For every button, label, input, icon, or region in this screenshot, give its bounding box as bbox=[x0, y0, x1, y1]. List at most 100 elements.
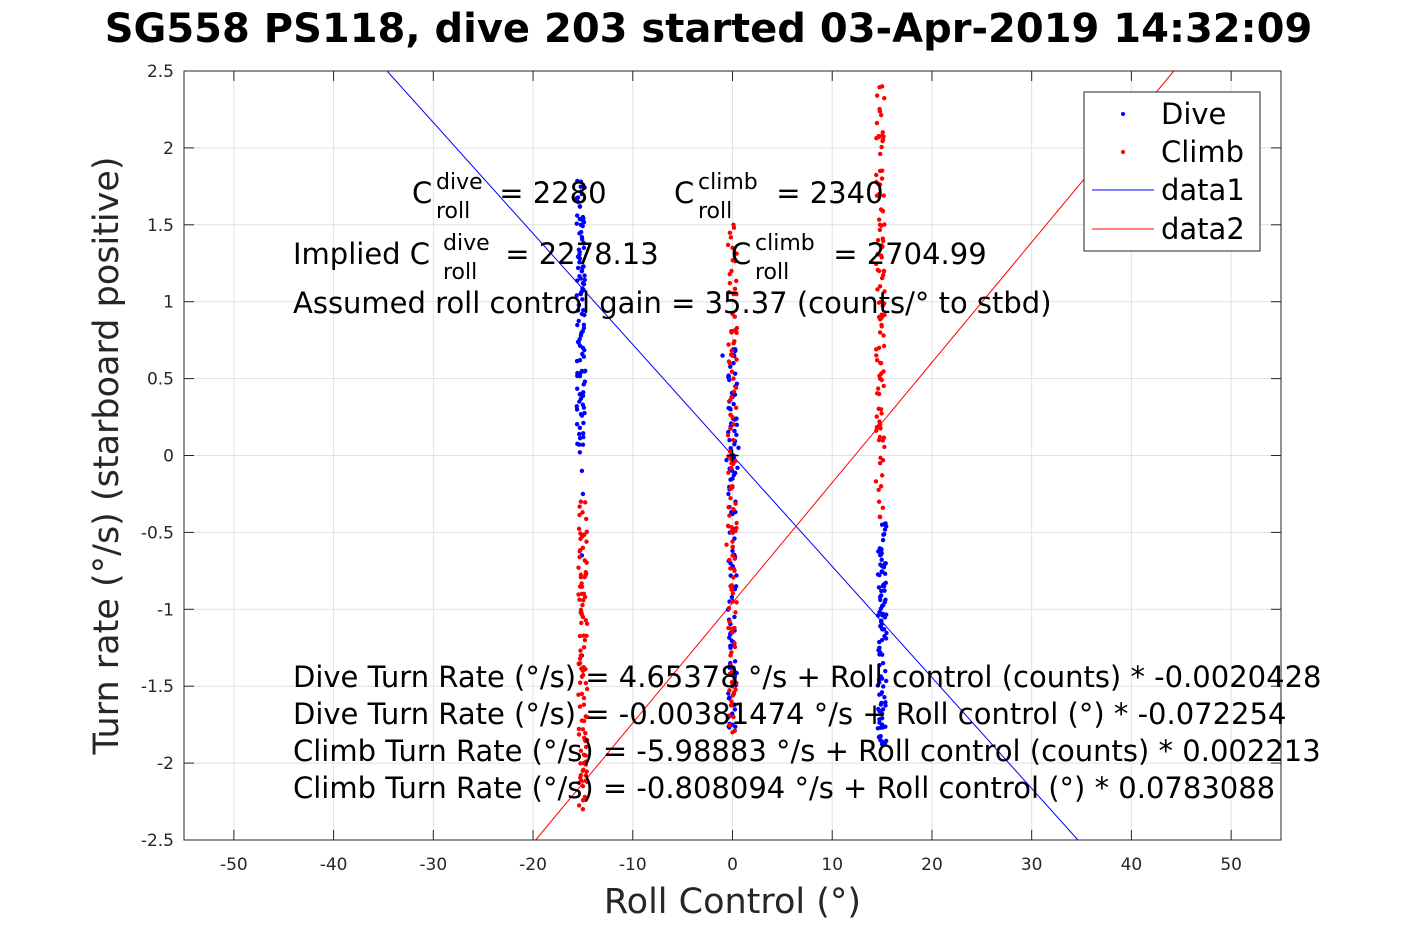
point-climb bbox=[880, 208, 886, 214]
point-dive bbox=[581, 240, 586, 246]
point-dive bbox=[882, 531, 887, 537]
point-climb bbox=[582, 637, 588, 643]
point-climb bbox=[732, 644, 738, 650]
point-climb bbox=[727, 280, 733, 286]
point-dive bbox=[575, 195, 581, 200]
point-climb bbox=[733, 278, 739, 284]
point-dive bbox=[877, 646, 882, 651]
point-climb bbox=[728, 566, 733, 571]
y-tick-label: 0 bbox=[163, 447, 174, 467]
point-climb bbox=[874, 172, 879, 178]
point-climb bbox=[875, 267, 881, 273]
point-dive bbox=[876, 549, 881, 554]
point-dive bbox=[576, 340, 581, 345]
point-climb bbox=[733, 385, 739, 390]
point-climb bbox=[879, 411, 884, 416]
point-dive bbox=[580, 351, 585, 357]
point-dive bbox=[580, 491, 586, 497]
point-climb bbox=[576, 526, 582, 531]
point-climb bbox=[578, 775, 583, 780]
point-dive bbox=[574, 221, 579, 226]
point-dive bbox=[577, 431, 582, 437]
point-climb bbox=[732, 258, 738, 264]
point-dive bbox=[726, 374, 732, 379]
point-dive bbox=[720, 353, 725, 358]
point-climb bbox=[874, 428, 879, 433]
point-climb bbox=[578, 499, 584, 504]
x-tick-label: 10 bbox=[821, 855, 843, 875]
point-climb bbox=[580, 807, 586, 812]
point-climb bbox=[873, 347, 879, 352]
point-climb bbox=[725, 432, 731, 438]
point-climb bbox=[728, 235, 734, 240]
legend-label-data2: data2 bbox=[1161, 212, 1245, 246]
point-dive bbox=[575, 373, 580, 379]
point-dive bbox=[580, 431, 586, 436]
point-climb bbox=[727, 688, 732, 693]
point-climb bbox=[576, 732, 582, 737]
point-dive bbox=[576, 247, 582, 252]
point-climb bbox=[576, 692, 581, 697]
point-climb bbox=[579, 691, 585, 697]
point-climb bbox=[880, 137, 886, 142]
point-climb bbox=[733, 610, 738, 615]
point-dive bbox=[726, 429, 731, 435]
point-dive bbox=[877, 717, 882, 722]
point-dive bbox=[879, 557, 884, 563]
point-climb bbox=[729, 679, 735, 685]
point-climb bbox=[732, 556, 738, 561]
point-dive bbox=[882, 599, 887, 605]
point-dive bbox=[734, 381, 740, 386]
point-climb bbox=[730, 599, 735, 604]
point-climb bbox=[581, 718, 587, 724]
point-climb bbox=[726, 713, 732, 719]
point-climb bbox=[734, 291, 739, 297]
annotation-eq-climb-counts: Climb Turn Rate (°/s) = -5.98883 °/s + R… bbox=[293, 734, 1321, 768]
point-climb bbox=[576, 565, 581, 570]
point-dive bbox=[878, 593, 884, 598]
point-dive bbox=[882, 527, 888, 532]
point-dive bbox=[880, 613, 885, 618]
point-dive bbox=[882, 588, 887, 593]
point-climb bbox=[732, 728, 738, 734]
annotation-eq-dive-degrees: Dive Turn Rate (°/s) = -0.00381474 °/s +… bbox=[293, 697, 1286, 731]
point-climb bbox=[878, 426, 883, 431]
point-dive bbox=[731, 472, 736, 478]
point-climb bbox=[729, 525, 734, 530]
point-dive bbox=[577, 252, 582, 257]
point-climb bbox=[730, 553, 735, 558]
point-dive bbox=[881, 583, 886, 588]
point-climb bbox=[584, 516, 589, 522]
point-dive bbox=[733, 724, 738, 729]
point-climb bbox=[727, 722, 732, 728]
point-climb bbox=[874, 193, 880, 198]
point-dive bbox=[879, 551, 884, 556]
point-dive bbox=[574, 278, 580, 283]
point-climb bbox=[728, 703, 734, 708]
point-climb bbox=[734, 357, 739, 362]
point-climb bbox=[579, 581, 584, 586]
point-climb bbox=[584, 539, 589, 544]
point-climb bbox=[733, 405, 739, 410]
point-climb bbox=[729, 699, 734, 704]
point-climb bbox=[726, 470, 731, 475]
point-climb bbox=[576, 780, 582, 785]
point-climb bbox=[582, 532, 587, 537]
point-dive bbox=[875, 572, 881, 577]
point-climb bbox=[577, 554, 582, 560]
point-climb bbox=[734, 251, 739, 256]
point-climb bbox=[874, 93, 880, 98]
point-climb bbox=[873, 479, 879, 484]
point-climb bbox=[732, 286, 738, 292]
point-dive bbox=[578, 229, 584, 235]
point-dive bbox=[734, 670, 739, 676]
point-climb bbox=[879, 312, 884, 317]
point-dive bbox=[575, 178, 580, 184]
point-climb bbox=[578, 531, 583, 536]
point-dive bbox=[574, 213, 580, 218]
point-climb bbox=[731, 507, 736, 512]
point-climb bbox=[882, 96, 887, 101]
y-tick-label: -2 bbox=[157, 754, 174, 774]
ticks bbox=[184, 70, 1281, 841]
